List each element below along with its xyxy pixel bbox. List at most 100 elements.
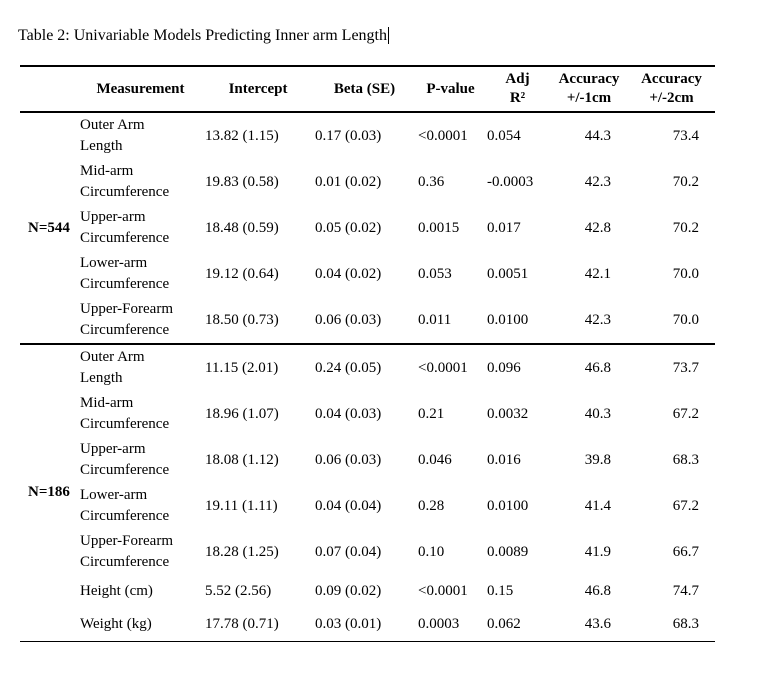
cell-measurement: Upper-Forearm Circumference [80,301,173,338]
table-caption[interactable]: Table 2: Univariable Models Predicting I… [18,26,389,46]
cell-beta: 0.04 (0.03) [315,405,382,422]
col-header-measurement: Measurement [96,80,185,97]
cell-acc1: 46.8 [584,359,611,376]
cell-acc1: 42.1 [584,265,611,282]
cell-adj-r2: 0.016 [487,451,521,468]
cell-measurement: Upper-arm Circumference [80,209,170,246]
col-header-adj-r2-line2: R² [509,90,526,106]
cell-measurement: Outer Arm Length [80,349,145,386]
table-row: N=544 Outer Arm Length 13.82 (1.15) 0.17 (0… [20,112,715,236]
cell-adj-r2: 0.0051 [487,265,529,282]
cell-measurement: Height (cm) [80,583,153,599]
col-header-accuracy-1cm-line2: +/-1cm [566,90,612,106]
cell-acc2: 67.2 [672,497,699,514]
cell-acc1: 41.9 [584,543,611,560]
cell-beta: 0.01 (0.02) [315,173,382,190]
cell-acc2: 70.0 [672,311,699,328]
cell-measurement: Mid-arm Circumference [80,163,170,200]
cell-adj-r2: -0.0003 [487,173,534,190]
cell-pvalue: 0.28 [418,497,445,514]
cell-intercept: 18.08 (1.12) [205,451,279,468]
cell-adj-r2: 0.096 [487,359,521,376]
cell-pvalue: 0.10 [418,543,445,560]
cell-beta: 0.06 (0.03) [315,311,382,328]
cell-beta: 0.06 (0.03) [315,451,382,468]
table-row: Upper-arm Circumference 18.48 (0.59) 0.05 … [20,205,715,251]
table-row: Lower-arm Circumference 19.11 (1.11) 0.04 … [20,483,715,529]
cell-beta: 0.04 (0.02) [315,265,382,282]
text-cursor-caret [388,27,389,44]
cell-beta: 0.07 (0.04) [315,543,382,560]
cell-measurement: Lower-arm Circumference [80,255,170,292]
cell-adj-r2: 0.0032 [487,405,529,422]
cell-measurement: Upper-arm Circumference [80,441,170,478]
table-group-n544: N=544 Outer Arm Length 13.82 (1.15) 0.17 (0… [20,112,715,344]
cell-intercept: 19.12 (0.64) [205,265,279,282]
table-row: Height (cm) 5.52 (2.56) 0.09 (0.02) <0.0001… [20,575,715,608]
col-header-accuracy-1cm: Accuracy +/-1cm [550,66,628,112]
cell-acc2: 73.4 [672,127,699,144]
cell-intercept: 19.83 (0.58) [205,173,279,190]
cell-beta: 0.03 (0.01) [315,615,382,632]
table-row: N=186 Outer Arm Length 11.15 (2.01) 0.24 (0… [20,344,715,500]
cell-pvalue: 0.21 [418,405,445,422]
cell-intercept: 17.78 (0.71) [205,615,279,632]
cell-adj-r2: 0.0100 [487,311,529,328]
cell-adj-r2: 0.15 [487,583,514,599]
cell-adj-r2: 0.0100 [487,497,529,514]
cell-acc2: 70.0 [672,265,699,282]
cell-beta: 0.24 (0.05) [315,359,382,376]
col-header-p-value: P-value [426,80,475,97]
cell-acc1: 46.8 [584,583,611,599]
col-header-adj-r2-line1: Adj [505,71,530,87]
cell-beta: 0.04 (0.04) [315,497,382,514]
cell-pvalue: 0.053 [418,265,452,282]
cell-beta: 0.05 (0.02) [315,219,382,236]
cell-intercept: 5.52 (2.56) [205,583,272,599]
cell-adj-r2: 0.017 [487,219,521,236]
cell-acc1: 44.3 [584,127,611,144]
cell-pvalue: 0.046 [418,451,452,468]
results-table: Measurement Intercept Beta (SE) P-value … [20,65,715,642]
table-row: Upper-Forearm Circumference 18.50 (0.73) 0… [20,297,715,344]
cell-acc2: 74.7 [672,583,699,599]
cell-intercept: 13.82 (1.15) [205,127,279,144]
cell-acc2: 66.7 [672,543,699,560]
table-row: Lower-arm Circumference 19.12 (0.64) 0.04 … [20,251,715,297]
table-row: Mid-arm Circumference 18.96 (1.07) 0.04 (0… [20,391,715,437]
table-caption-text: Table 2: Univariable Models Predicting I… [18,27,387,44]
cell-acc1: 40.3 [584,405,611,422]
cell-measurement: Lower-arm Circumference [80,487,170,524]
cell-beta: 0.09 (0.02) [315,583,382,599]
cell-measurement: Upper-Forearm Circumference [80,533,173,570]
table-group-n186: N=186 Outer Arm Length 11.15 (2.01) 0.24 (0… [20,344,715,641]
col-header-accuracy-1cm-line1: Accuracy [558,71,620,87]
group-label: N=544 [28,219,70,236]
cell-pvalue: 0.0015 [418,219,460,236]
col-header-accuracy-2cm: Accuracy +/-2cm [628,66,715,112]
cell-pvalue: <0.0001 [418,127,468,144]
cell-acc2: 67.2 [672,405,699,422]
cell-pvalue: <0.0001 [418,583,468,599]
cell-intercept: 19.11 (1.11) [205,497,278,514]
table-row: Upper-Forearm Circumference 18.28 (1.25) 0… [20,529,715,575]
cell-intercept: 18.50 (0.73) [205,311,279,328]
cell-pvalue: <0.0001 [418,359,468,376]
cell-intercept: 18.96 (1.07) [205,405,279,422]
table-row: Weight (kg) 17.78 (0.71) 0.03 (0.01) 0.0003… [20,608,715,641]
col-header-accuracy-2cm-line1: Accuracy [641,71,702,87]
cell-measurement: Weight (kg) [80,615,152,632]
cell-beta: 0.17 (0.03) [315,127,382,144]
cell-intercept: 18.28 (1.25) [205,543,279,560]
col-header-beta-se: Beta (SE) [333,80,396,97]
cell-adj-r2: 0.0089 [487,543,529,560]
cell-acc1: 42.3 [584,311,611,328]
cell-acc1: 43.6 [584,615,611,632]
col-header-adj-r2: Adj R² [485,66,550,112]
cell-measurement: Outer Arm Length [80,117,145,154]
cell-acc1: 39.8 [584,451,611,468]
cell-acc1: 42.8 [584,219,611,236]
cell-intercept: 18.48 (0.59) [205,219,279,236]
cell-adj-r2: 0.054 [487,127,521,144]
col-header-group-blank [20,66,78,112]
